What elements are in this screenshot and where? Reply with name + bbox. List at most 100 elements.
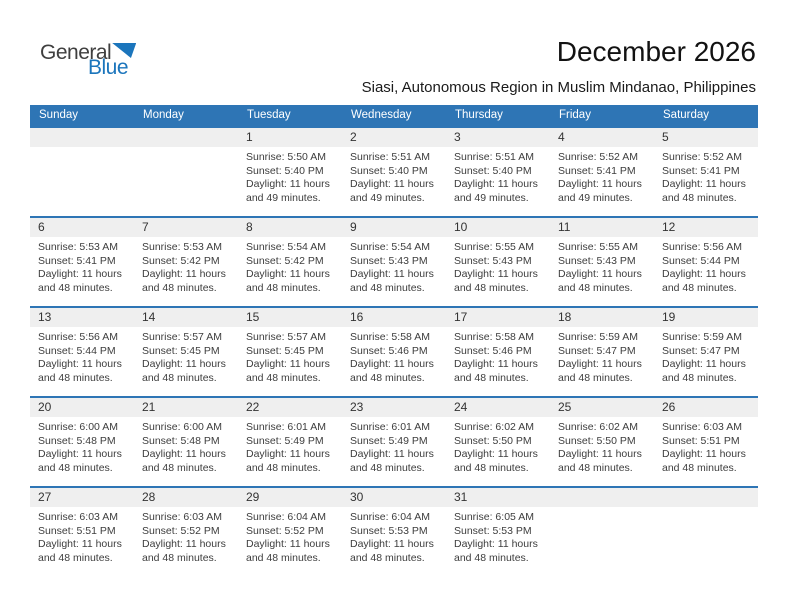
sunset-text: Sunset: 5:45 PM: [246, 344, 324, 357]
day-info: Sunrise: 5:51 AM Sunset: 5:40 PM Daylight:…: [446, 147, 550, 205]
day-header-wednesday: Wednesday: [351, 109, 412, 121]
daylight-text: and 48 minutes.: [558, 281, 633, 294]
day-info: Sunrise: 6:02 AM Sunset: 5:50 PM Daylight:…: [446, 417, 550, 475]
sunrise-text: Sunrise: 6:02 AM: [558, 421, 638, 433]
day-info: Sunrise: 5:54 AM Sunset: 5:42 PM Daylight:…: [238, 237, 342, 295]
day-cell: 6 Sunrise: 5:53 AM Sunset: 5:41 PM Daylight…: [30, 218, 134, 306]
day-header-sunday: Sunday: [39, 109, 79, 121]
day-cell: 4 Sunrise: 5:52 AM Sunset: 5:41 PM Daylight…: [550, 128, 654, 216]
page-title: December 2026: [556, 36, 756, 67]
day-info: Sunrise: 6:04 AM Sunset: 5:52 PM Daylight:…: [238, 507, 342, 565]
day-number: 30: [342, 488, 446, 507]
sunrise-text: Sunrise: 6:00 AM: [142, 421, 222, 433]
day-cell: 14 Sunrise: 5:57 AM Sunset: 5:45 PM Dayligh…: [134, 308, 238, 396]
day-info: Sunrise: 6:00 AM Sunset: 5:48 PM Daylight:…: [30, 417, 134, 475]
sunrise-text: Sunrise: 5:53 AM: [142, 241, 222, 253]
sunset-text: Sunset: 5:43 PM: [454, 254, 532, 267]
sunrise-text: Sunrise: 6:04 AM: [246, 511, 326, 523]
sunrise-text: Sunrise: 6:02 AM: [454, 421, 534, 433]
sunrise-text: Sunrise: 5:54 AM: [246, 241, 326, 253]
daylight-text: and 48 minutes.: [454, 371, 529, 384]
day-cell: [30, 128, 134, 216]
daylight-text: Daylight: 11 hours: [350, 538, 434, 550]
sunset-text: Sunset: 5:40 PM: [246, 164, 324, 177]
day-cell: 18 Sunrise: 5:59 AM Sunset: 5:47 PM Dayligh…: [550, 308, 654, 396]
daylight-text: Daylight: 11 hours: [662, 268, 746, 280]
day-cell: 3 Sunrise: 5:51 AM Sunset: 5:40 PM Daylight…: [446, 128, 550, 216]
weekday-header-row: Sunday Monday Tuesday Wednesday Thursday Frid…: [30, 105, 758, 126]
sunrise-text: Sunrise: 5:53 AM: [38, 241, 118, 253]
day-cell: 20 Sunrise: 6:00 AM Sunset: 5:48 PM Dayligh…: [30, 398, 134, 486]
day-number: 14: [134, 308, 238, 327]
day-info: Sunrise: 6:05 AM Sunset: 5:53 PM Daylight:…: [446, 507, 550, 565]
day-number: [654, 488, 758, 507]
daylight-text: Daylight: 11 hours: [142, 538, 226, 550]
day-number: 11: [550, 218, 654, 237]
sunset-text: Sunset: 5:42 PM: [142, 254, 220, 267]
day-number: [30, 128, 134, 147]
sunrise-text: Sunrise: 5:59 AM: [662, 331, 742, 343]
daylight-text: and 48 minutes.: [454, 281, 529, 294]
daylight-text: and 48 minutes.: [38, 551, 113, 564]
day-cell: 25 Sunrise: 6:02 AM Sunset: 5:50 PM Dayligh…: [550, 398, 654, 486]
sunrise-text: Sunrise: 5:57 AM: [246, 331, 326, 343]
sunset-text: Sunset: 5:44 PM: [662, 254, 740, 267]
day-info: Sunrise: 6:03 AM Sunset: 5:51 PM Daylight:…: [654, 417, 758, 475]
daylight-text: and 49 minutes.: [558, 191, 633, 204]
day-header-friday: Friday: [559, 109, 591, 121]
sunset-text: Sunset: 5:42 PM: [246, 254, 324, 267]
week-row: 1 Sunrise: 5:50 AM Sunset: 5:40 PM Daylight…: [30, 126, 758, 216]
sunrise-text: Sunrise: 5:58 AM: [350, 331, 430, 343]
sunrise-text: Sunrise: 6:00 AM: [38, 421, 118, 433]
day-info: Sunrise: 5:55 AM Sunset: 5:43 PM Daylight:…: [446, 237, 550, 295]
daylight-text: and 48 minutes.: [246, 371, 321, 384]
daylight-text: Daylight: 11 hours: [246, 358, 330, 370]
logo-word-blue: Blue: [88, 56, 129, 79]
day-info: Sunrise: 5:58 AM Sunset: 5:46 PM Daylight:…: [446, 327, 550, 385]
daylight-text: and 48 minutes.: [662, 191, 737, 204]
daylight-text: Daylight: 11 hours: [454, 448, 538, 460]
sunrise-text: Sunrise: 6:03 AM: [142, 511, 222, 523]
day-cell: 9 Sunrise: 5:54 AM Sunset: 5:43 PM Daylight…: [342, 218, 446, 306]
day-number: 21: [134, 398, 238, 417]
sunset-text: Sunset: 5:52 PM: [142, 524, 220, 537]
day-cell: 30 Sunrise: 6:04 AM Sunset: 5:53 PM Dayligh…: [342, 488, 446, 576]
daylight-text: Daylight: 11 hours: [246, 178, 330, 190]
day-cell: 2 Sunrise: 5:51 AM Sunset: 5:40 PM Daylight…: [342, 128, 446, 216]
day-info: Sunrise: 5:51 AM Sunset: 5:40 PM Daylight:…: [342, 147, 446, 205]
day-number: 3: [446, 128, 550, 147]
day-cell: 24 Sunrise: 6:02 AM Sunset: 5:50 PM Dayligh…: [446, 398, 550, 486]
calendar-table: Sunday Monday Tuesday Wednesday Thursday Frid…: [30, 105, 758, 576]
day-number: 23: [342, 398, 446, 417]
sunrise-text: Sunrise: 5:50 AM: [246, 151, 326, 163]
sunrise-text: Sunrise: 5:58 AM: [454, 331, 534, 343]
day-number: 29: [238, 488, 342, 507]
sunset-text: Sunset: 5:41 PM: [38, 254, 116, 267]
day-number: 4: [550, 128, 654, 147]
day-cell: 5 Sunrise: 5:52 AM Sunset: 5:41 PM Daylight…: [654, 128, 758, 216]
day-number: 6: [30, 218, 134, 237]
daylight-text: and 48 minutes.: [246, 551, 321, 564]
day-number: 12: [654, 218, 758, 237]
day-number: 15: [238, 308, 342, 327]
daylight-text: and 48 minutes.: [558, 371, 633, 384]
sunset-text: Sunset: 5:53 PM: [454, 524, 532, 537]
day-info: Sunrise: 6:01 AM Sunset: 5:49 PM Daylight:…: [342, 417, 446, 475]
day-cell: 1 Sunrise: 5:50 AM Sunset: 5:40 PM Daylight…: [238, 128, 342, 216]
day-cell: [134, 128, 238, 216]
day-info: Sunrise: 5:56 AM Sunset: 5:44 PM Daylight:…: [30, 327, 134, 385]
daylight-text: and 49 minutes.: [350, 191, 425, 204]
day-header-saturday: Saturday: [663, 109, 710, 121]
sunset-text: Sunset: 5:43 PM: [350, 254, 428, 267]
logo-word-general: General: [40, 41, 112, 64]
week-row: 20 Sunrise: 6:00 AM Sunset: 5:48 PM Dayligh…: [30, 396, 758, 486]
general-blue-logo: General Blue: [40, 41, 137, 79]
daylight-text: Daylight: 11 hours: [246, 538, 330, 550]
day-number: 31: [446, 488, 550, 507]
sunrise-text: Sunrise: 6:03 AM: [38, 511, 118, 523]
daylight-text: and 48 minutes.: [454, 461, 529, 474]
day-cell: 12 Sunrise: 5:56 AM Sunset: 5:44 PM Dayligh…: [654, 218, 758, 306]
sunset-text: Sunset: 5:46 PM: [454, 344, 532, 357]
day-info: Sunrise: 5:54 AM Sunset: 5:43 PM Daylight:…: [342, 237, 446, 295]
